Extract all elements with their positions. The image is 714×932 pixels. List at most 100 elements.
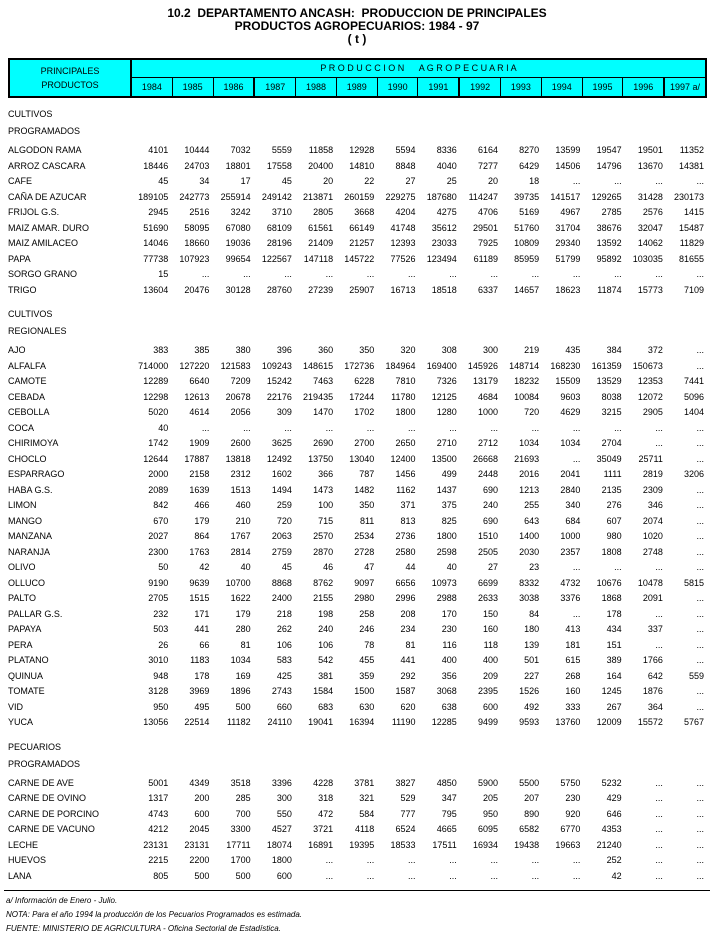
value-cell: 103035 [632, 253, 663, 264]
value-cell: 1639 [189, 484, 210, 495]
year-header-1986: 1986 [212, 78, 254, 96]
page-title: 10.2 DEPARTAMENTO ANCASH: PRODUCCION DE … [0, 0, 714, 46]
value-cell: 383 [153, 345, 169, 355]
value-cell: 31428 [637, 191, 663, 202]
value-cell: 441 [194, 624, 210, 634]
value-cell: 100 [318, 500, 334, 510]
value-cell: 81655 [679, 253, 705, 264]
product-label: MANGO [8, 515, 43, 526]
value-cell: ... [572, 870, 581, 881]
value-cell: ... [655, 824, 663, 834]
value-cell: 145722 [344, 253, 375, 264]
value-cell: 1909 [189, 438, 210, 448]
value-cell: 1404 [684, 407, 705, 417]
value-cell: ... [655, 608, 663, 619]
value-cell: 81 [240, 639, 251, 650]
value-cell: ... [655, 808, 663, 819]
value-cell: 21693 [514, 453, 540, 464]
value-cell: 2027 [148, 531, 169, 541]
years-header-group: P R O D U C C I O N A G R O P E C U A R … [132, 60, 705, 96]
value-cell: 22514 [184, 717, 210, 727]
value-cell: 42 [611, 870, 622, 881]
value-cell: 948 [153, 670, 169, 681]
value-cell: ... [696, 453, 705, 464]
value-cell: ... [614, 269, 622, 279]
product-label: CARNE DE PORCINO [8, 808, 100, 819]
footnote-2: NOTA: Para el año 1994 la producción de … [6, 910, 303, 919]
value-cell: 3206 [684, 469, 705, 479]
value-cell: ... [449, 855, 457, 865]
value-cell: 542 [318, 655, 334, 665]
value-cell: 148615 [303, 360, 334, 371]
value-cell: 16934 [472, 839, 498, 850]
value-cell: 8762 [313, 577, 334, 588]
value-cell: ... [696, 793, 705, 803]
value-cell: 795 [441, 808, 457, 819]
value-cell: 5750 [560, 777, 581, 788]
value-cell: 7463 [313, 376, 334, 386]
value-cell: 27 [405, 176, 416, 186]
value-cell: 4275 [436, 207, 457, 217]
value-cell: 2063 [271, 531, 292, 541]
value-cell: 4732 [560, 577, 581, 588]
value-cell: 200 [194, 793, 210, 803]
value-cell: ... [531, 870, 540, 881]
value-cell: ... [572, 608, 581, 619]
section-heading-line: REGIONALES [8, 326, 67, 336]
value-cell: ... [243, 269, 251, 279]
value-cell: ... [655, 438, 663, 448]
products-header-line-1: PRINCIPALES [40, 66, 100, 76]
value-cell: ... [572, 562, 581, 572]
value-cell: 825 [441, 515, 457, 526]
value-cell: 6429 [519, 160, 540, 171]
value-cell: ... [696, 500, 705, 510]
product-label: ESPARRAGO [8, 469, 65, 479]
value-cell: 340 [565, 500, 581, 510]
value-cell: 4706 [477, 207, 498, 217]
product-label: YUCA [8, 717, 34, 727]
value-cell: 346 [647, 500, 663, 510]
value-cell: 5096 [684, 391, 705, 402]
value-cell: 14062 [637, 238, 663, 248]
value-cell: 2395 [477, 686, 498, 696]
value-cell: 19663 [555, 839, 581, 850]
value-cell: 16394 [349, 717, 375, 727]
value-cell: ... [243, 422, 251, 433]
value-cell: 29340 [555, 238, 581, 248]
value-cell: 1742 [148, 438, 169, 448]
value-cell: 14657 [514, 284, 540, 295]
value-cell: 2312 [230, 469, 251, 479]
value-cell: 12353 [637, 376, 663, 386]
value-cell: 246 [359, 624, 375, 634]
value-cell: 1587 [395, 686, 416, 696]
value-cell: 3010 [148, 655, 169, 665]
value-cell: 30128 [225, 284, 251, 295]
table-row-carne-de-vacuno: CARNE DE VACUNO 4212 2045 3300 4527 3721 4118 6… [8, 822, 707, 838]
value-cell: 13670 [637, 160, 663, 171]
value-cell: 127220 [179, 360, 210, 371]
value-cell: 6770 [560, 824, 581, 834]
value-cell: 690 [482, 484, 498, 495]
value-cell: 25711 [638, 453, 663, 464]
value-cell: 9593 [519, 717, 540, 727]
value-cell: 78 [364, 639, 375, 650]
value-cell: 380 [235, 345, 251, 355]
value-cell: 4967 [560, 207, 581, 217]
value-cell: 2870 [313, 546, 334, 557]
footnotes: a/ Información de Enero - Julio. NOTA: Pa… [6, 894, 714, 932]
value-cell: 285 [235, 793, 251, 803]
value-cell: 150 [482, 608, 498, 619]
value-cell: ... [696, 639, 705, 650]
value-cell: 11780 [391, 391, 416, 402]
value-cell: 268 [565, 670, 581, 681]
value-cell: 7032 [230, 145, 251, 155]
value-cell: 13592 [596, 238, 622, 248]
value-cell: 684 [565, 515, 581, 526]
value-cell: ... [408, 870, 416, 881]
value-cell: 1034 [560, 438, 581, 448]
table-row-leche: LECHE 23131 23131 17711 18074 16891 19395 18533… [8, 838, 707, 854]
value-cell: 11190 [391, 717, 416, 727]
value-cell: 29501 [472, 222, 498, 233]
value-cell: ... [572, 855, 581, 865]
